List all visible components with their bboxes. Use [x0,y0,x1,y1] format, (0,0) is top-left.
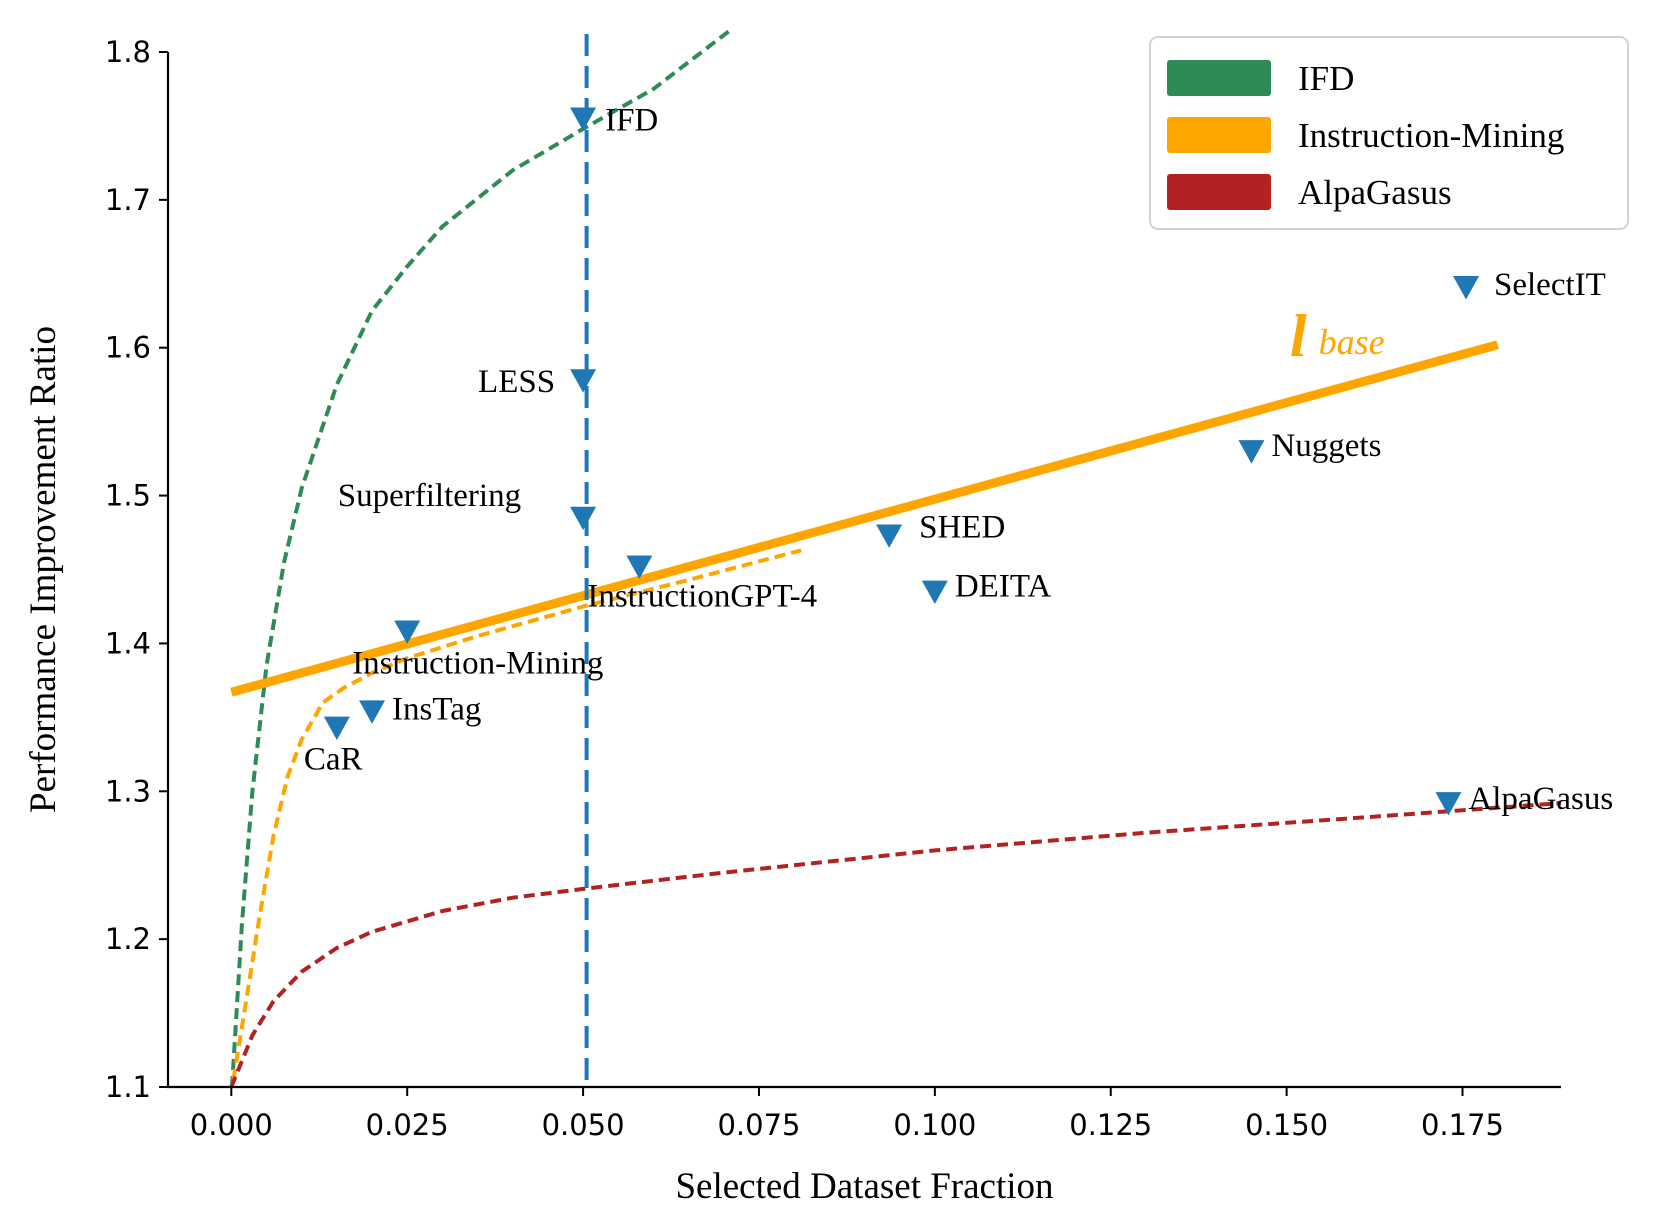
legend-label-ifd: IFD [1298,59,1354,98]
curve-instruction-mining [231,548,802,1080]
y-tick-label: 1.4 [105,626,151,660]
label-deita: DEITA [955,569,1051,605]
y-tick-label: 1.7 [105,183,151,217]
legend: IFD Instruction-Mining AlpaGasus [1149,36,1629,230]
marker-shed [876,524,903,548]
y-tick-label: 1.6 [105,331,151,365]
label-instruction-mining: Instruction-Mining [352,646,603,682]
baseline-line [230,340,1499,697]
legend-label-instruction-mining: Instruction-Mining [1298,116,1564,155]
curve-ifd [230,28,733,1088]
label-alpagasus: AlpaGasus [1468,781,1613,817]
marker-superfiltering [570,506,597,531]
baseline-label-main: l [1290,303,1307,369]
x-tick-label: 0.025 [366,1108,449,1142]
label-instructiongpt-4: InstructionGPT-4 [587,579,817,615]
x-tick-label: 0.000 [190,1108,273,1142]
label-superfiltering: Superfiltering [338,478,521,514]
fitted-curves [229,28,1562,1088]
x-tick-label: 0.050 [542,1108,625,1142]
label-instag: InsTag [392,691,481,727]
curve-alpagasus [229,801,1562,1088]
x-tick-label: 0.175 [1421,1108,1504,1142]
legend-label-alpagasus: AlpaGasus [1298,173,1452,212]
x-tick-label: 0.150 [1245,1108,1328,1142]
label-car: CaR [304,742,363,778]
marker-selectit [1453,276,1480,300]
legend-swatch-instruction-mining [1167,117,1271,153]
y-tick-label: 1.2 [105,922,151,956]
marker-instructiongpt-4 [626,555,653,579]
label-less: LESS [478,364,555,400]
label-shed: SHED [919,509,1005,545]
x-tick-label: 0.075 [717,1108,800,1142]
baseline-label-sub: base [1319,322,1385,362]
label-selectit: SelectIT [1494,267,1606,303]
marker-ifd [570,107,597,131]
y-tick-label: 1.1 [105,1070,151,1104]
label-nuggets: Nuggets [1271,428,1381,464]
y-tick-label: 1.5 [105,479,151,513]
marker-instag [359,700,386,724]
data-points: IFD LESS Superfiltering InstructionGPT-4 Ins… [304,103,1613,818]
legend-swatch-ifd [1167,60,1271,96]
marker-alpagasus [1435,792,1462,816]
x-tick-label: 0.100 [893,1108,976,1142]
y-tick-label: 1.3 [105,774,151,808]
y-axis-title: Performance Improvement Ratio [23,326,64,813]
axes: 0.000 0.025 0.050 0.075 0.100 0.125 0.150 0.175… [105,35,1561,1142]
baseline: l base [230,303,1499,697]
baseline-label: l base [1290,303,1385,369]
marker-deita [921,580,948,605]
legend-swatch-alpagasus [1167,174,1271,210]
marker-less [570,369,597,393]
x-axis-title: Selected Dataset Fraction [675,1166,1053,1207]
label-ifd: IFD [605,103,658,139]
marker-instruction-mining [394,620,421,644]
y-tick-label: 1.8 [105,35,151,69]
x-tick-label: 0.125 [1069,1108,1152,1142]
marker-nuggets [1238,440,1265,464]
marker-car [323,716,350,741]
